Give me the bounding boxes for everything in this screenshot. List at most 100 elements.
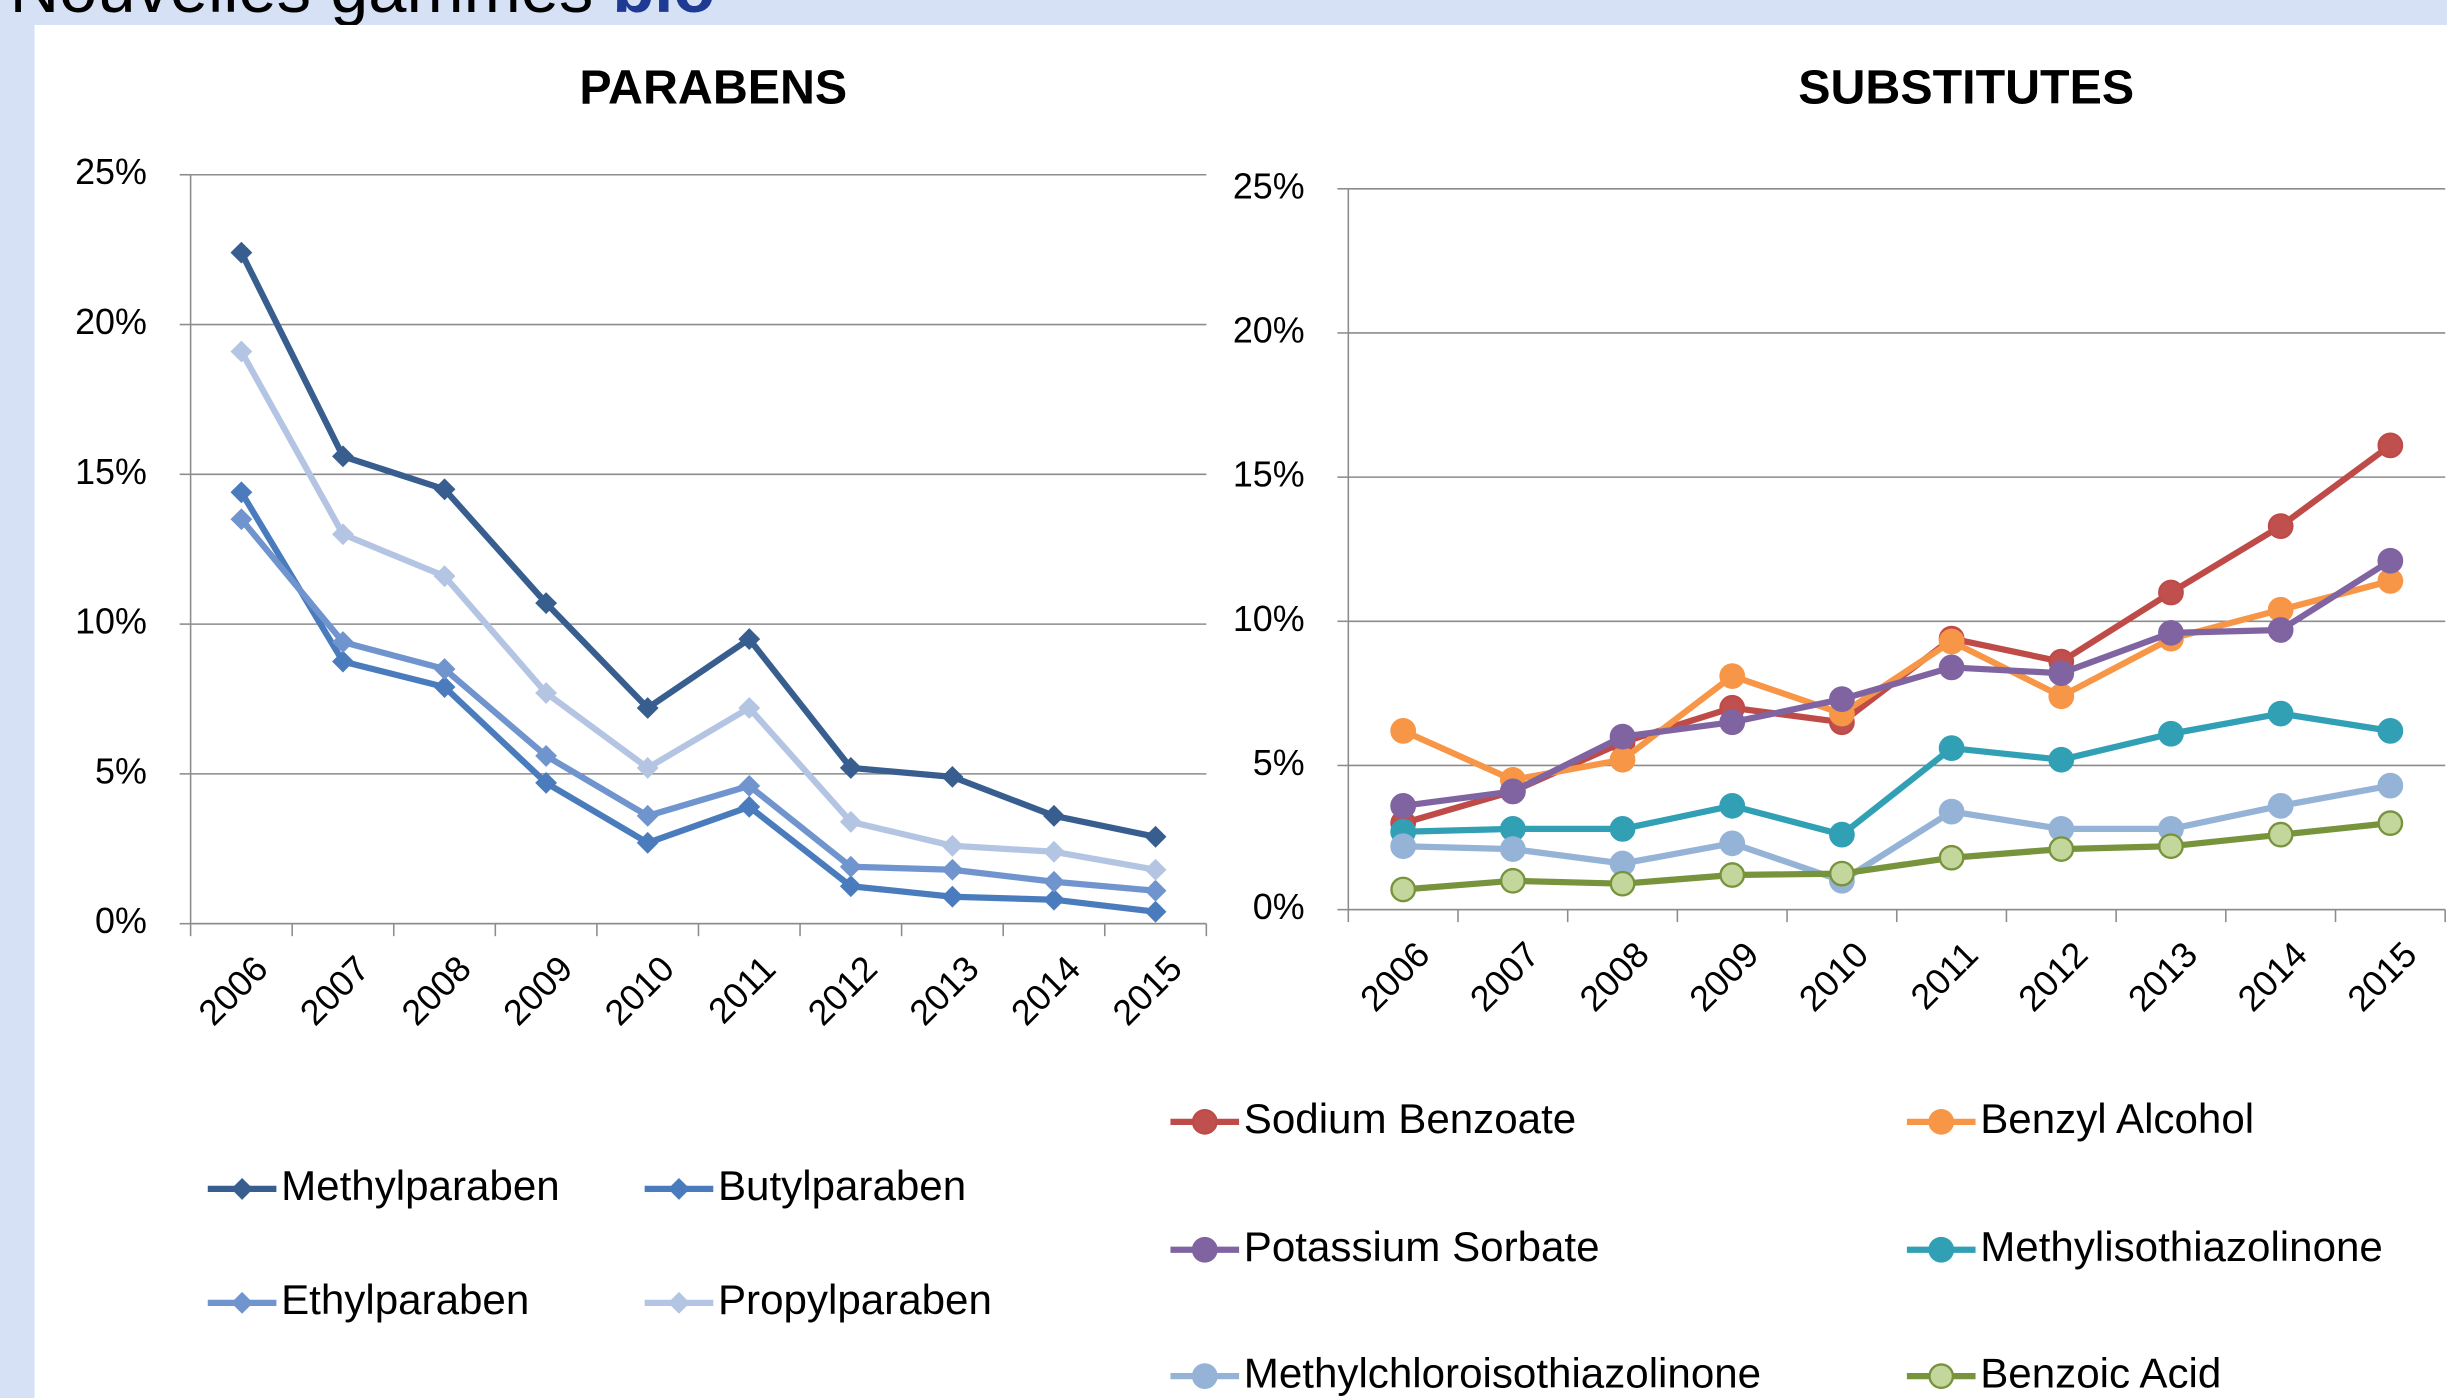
data-point <box>941 765 964 788</box>
legend-marker <box>668 1178 690 1200</box>
data-point <box>1609 746 1636 773</box>
data-point <box>332 523 354 546</box>
data-point <box>1829 860 1855 887</box>
series-line <box>238 517 1156 894</box>
data-point <box>2377 772 2404 799</box>
data-point <box>2158 720 2184 747</box>
y-tick-label: 25% <box>1233 166 1305 206</box>
data-point <box>839 875 862 898</box>
data-point <box>1609 723 1636 750</box>
legend-label: Butylparaben <box>718 1162 966 1209</box>
data-point <box>1719 792 1746 819</box>
data-point <box>1829 686 1855 713</box>
data-point <box>1938 844 1965 871</box>
data-point <box>839 810 862 833</box>
series-line <box>238 349 1157 873</box>
data-point <box>941 834 964 857</box>
data-point <box>535 771 558 794</box>
data-point <box>433 676 456 698</box>
data-point <box>1390 792 1417 819</box>
data-point <box>1609 816 1636 842</box>
legend-label: Propylparaben <box>718 1276 992 1323</box>
legend-marker <box>1928 1363 1955 1390</box>
legend-label: Benzoic Acid <box>1980 1349 2221 1396</box>
data-point <box>941 858 964 881</box>
data-point <box>636 804 659 827</box>
data-point <box>738 795 761 818</box>
legend-marker <box>231 1291 254 1314</box>
legend-label: Methylparaben <box>281 1162 560 1209</box>
slide-title: Nouvelles gammes bio <box>10 0 716 27</box>
data-point <box>230 340 253 363</box>
data-point <box>1043 870 1065 893</box>
y-tick-label: 20% <box>1233 310 1305 350</box>
legend-marker <box>668 1291 690 1314</box>
data-point <box>2048 660 2075 687</box>
chart-title: SUBSTITUTES <box>1798 60 2134 114</box>
data-point <box>2267 821 2294 848</box>
data-point <box>2048 836 2075 862</box>
series-line <box>238 251 1157 840</box>
legend-marker <box>1191 1236 1218 1263</box>
data-point <box>1829 821 1855 848</box>
data-point <box>230 241 253 264</box>
data-point <box>1719 663 1746 689</box>
data-point <box>1938 654 1965 681</box>
chart-title: PARABENS <box>579 60 847 114</box>
chart-panel <box>34 24 2447 1398</box>
data-point <box>1043 804 1065 827</box>
legend-marker <box>1928 1108 1955 1135</box>
data-point <box>2377 432 2404 459</box>
data-point <box>1043 888 1065 911</box>
title-highlight: bio <box>612 0 715 27</box>
legend-label: Methylisothiazolinone <box>1980 1223 2383 1270</box>
data-point <box>230 481 253 504</box>
data-point <box>433 565 456 588</box>
legend-label: Benzyl Alcohol <box>1980 1095 2254 1142</box>
data-point <box>2267 792 2294 819</box>
data-point <box>535 682 558 704</box>
data-point <box>2158 833 2184 860</box>
data-point <box>1499 867 1526 894</box>
data-point <box>332 445 354 468</box>
data-point <box>1719 862 1746 888</box>
data-point <box>1390 876 1417 903</box>
legend-label: Ethylparaben <box>281 1276 529 1323</box>
data-point <box>1719 709 1746 736</box>
y-tick-label: 20% <box>75 302 147 342</box>
series-line <box>1402 558 2393 809</box>
y-tick-label: 0% <box>1253 887 1305 927</box>
data-point <box>1390 833 1417 860</box>
legend-marker <box>1191 1363 1218 1390</box>
data-point <box>1144 879 1167 902</box>
legend-label: Potassium Sorbate <box>1244 1223 1600 1270</box>
y-tick-label: 0% <box>95 901 147 941</box>
data-point <box>1043 840 1065 863</box>
data-point <box>1499 836 1526 862</box>
data-point <box>941 885 964 908</box>
data-point <box>1938 735 1965 762</box>
data-point <box>839 855 862 878</box>
data-point <box>2048 683 2075 710</box>
legend-marker <box>1191 1108 1218 1135</box>
data-point <box>433 658 456 680</box>
data-point <box>738 697 761 719</box>
data-point <box>1938 628 1965 655</box>
series-line <box>1402 820 2391 893</box>
data-point <box>332 631 354 654</box>
data-point <box>636 831 659 854</box>
series-line <box>1403 782 2391 884</box>
data-point <box>738 774 761 797</box>
data-point <box>2267 513 2294 540</box>
data-point <box>230 508 253 531</box>
data-point <box>1144 900 1167 923</box>
y-tick-label: 15% <box>75 452 147 492</box>
data-point <box>1390 717 1417 744</box>
data-point <box>636 756 659 779</box>
data-point <box>636 697 659 719</box>
data-point <box>1499 778 1526 805</box>
series-line <box>1403 710 2391 838</box>
data-point <box>2377 547 2404 574</box>
y-tick-label: 15% <box>1233 455 1305 495</box>
